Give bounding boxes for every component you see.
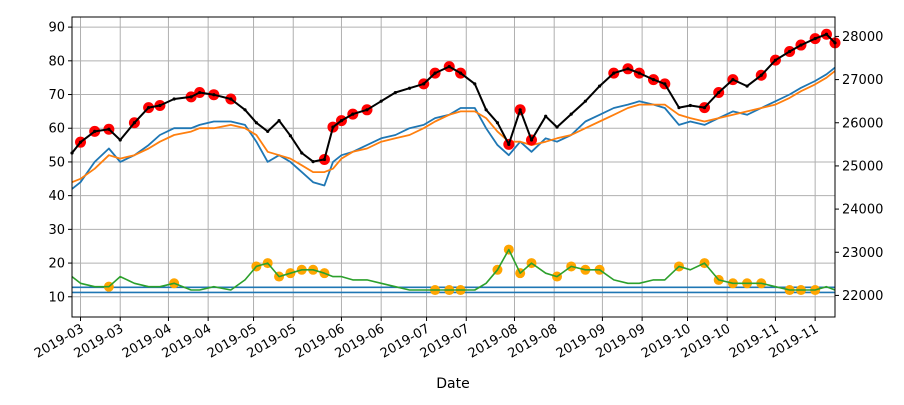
y-left-tick-label: 10 (48, 290, 65, 305)
price-point (447, 65, 451, 69)
price-point (351, 112, 355, 116)
axes-frame (71, 16, 836, 318)
price-point (555, 125, 559, 129)
y-right-tick-label: 28000 (842, 30, 883, 45)
price-point (311, 160, 315, 164)
price-point (731, 77, 735, 82)
price-point (118, 138, 122, 142)
price-point (78, 140, 83, 144)
y-right-tick-label: 26000 (842, 116, 883, 131)
price-point (393, 90, 397, 95)
price-point (677, 106, 681, 110)
price-point (507, 142, 511, 146)
price-point (300, 151, 304, 155)
y-right-tick-label: 24000 (842, 203, 883, 218)
price-point (518, 108, 522, 112)
price-point (198, 90, 202, 95)
y-left-tick-label: 80 (48, 54, 65, 69)
price-point (529, 138, 534, 142)
y-left-tick-label: 30 (48, 223, 65, 238)
price-point (339, 118, 344, 123)
price-point (799, 43, 803, 47)
price-point (266, 129, 270, 133)
y-left-tick-label: 50 (48, 155, 65, 170)
price-point (407, 86, 412, 90)
price-point (637, 71, 641, 75)
price-point (688, 103, 692, 108)
price-point (146, 106, 151, 110)
price-point (773, 58, 778, 62)
price-point (759, 73, 763, 77)
price-point (495, 121, 500, 125)
price-point (254, 121, 258, 125)
price-point (569, 112, 573, 116)
price-point (243, 108, 247, 112)
price-point (433, 71, 437, 75)
price-point (422, 82, 426, 86)
price-point (365, 108, 369, 112)
price-point (745, 84, 749, 88)
price-point (93, 129, 97, 133)
price-point (583, 99, 587, 103)
series-line-price (71, 33, 836, 163)
price-point (788, 49, 792, 54)
y-left-tick-label: 20 (48, 257, 65, 272)
price-point (322, 157, 327, 162)
price-point (651, 77, 656, 82)
price-point (277, 118, 281, 123)
price-point (663, 82, 667, 86)
y-right-tick-label: 27000 (842, 73, 883, 88)
price-point (107, 127, 111, 131)
y-left-tick-label: 90 (48, 21, 65, 36)
grid (72, 17, 835, 317)
price-point (612, 71, 616, 75)
x-axis-label: Date (436, 376, 469, 392)
plot-area (70, 28, 841, 296)
y-left-tick-label: 40 (48, 189, 65, 204)
y-left-tick-label: 70 (48, 88, 65, 103)
price-point (132, 121, 137, 125)
price-point (626, 67, 630, 71)
price-point (158, 103, 162, 108)
price-point (702, 106, 707, 110)
price-point (597, 84, 602, 88)
price-point (717, 90, 721, 95)
y-right-tick-label: 22000 (842, 289, 883, 304)
price-point (172, 97, 176, 101)
price-point (458, 71, 463, 75)
price-point (331, 125, 335, 129)
price-point (189, 95, 193, 99)
price-point (229, 97, 233, 101)
y-right-tick-label: 25000 (842, 159, 883, 174)
price-point (484, 108, 488, 112)
series-line-orange (71, 70, 836, 184)
price-point (824, 32, 829, 36)
price-point (473, 82, 477, 86)
price-point (288, 134, 293, 138)
price-point (544, 114, 548, 118)
price-point (212, 93, 216, 97)
price-point (379, 99, 383, 103)
price-point (813, 36, 817, 41)
y-left-tick-label: 60 (48, 122, 65, 137)
series-line-green (71, 248, 836, 291)
y-right-tick-label: 23000 (842, 246, 883, 261)
